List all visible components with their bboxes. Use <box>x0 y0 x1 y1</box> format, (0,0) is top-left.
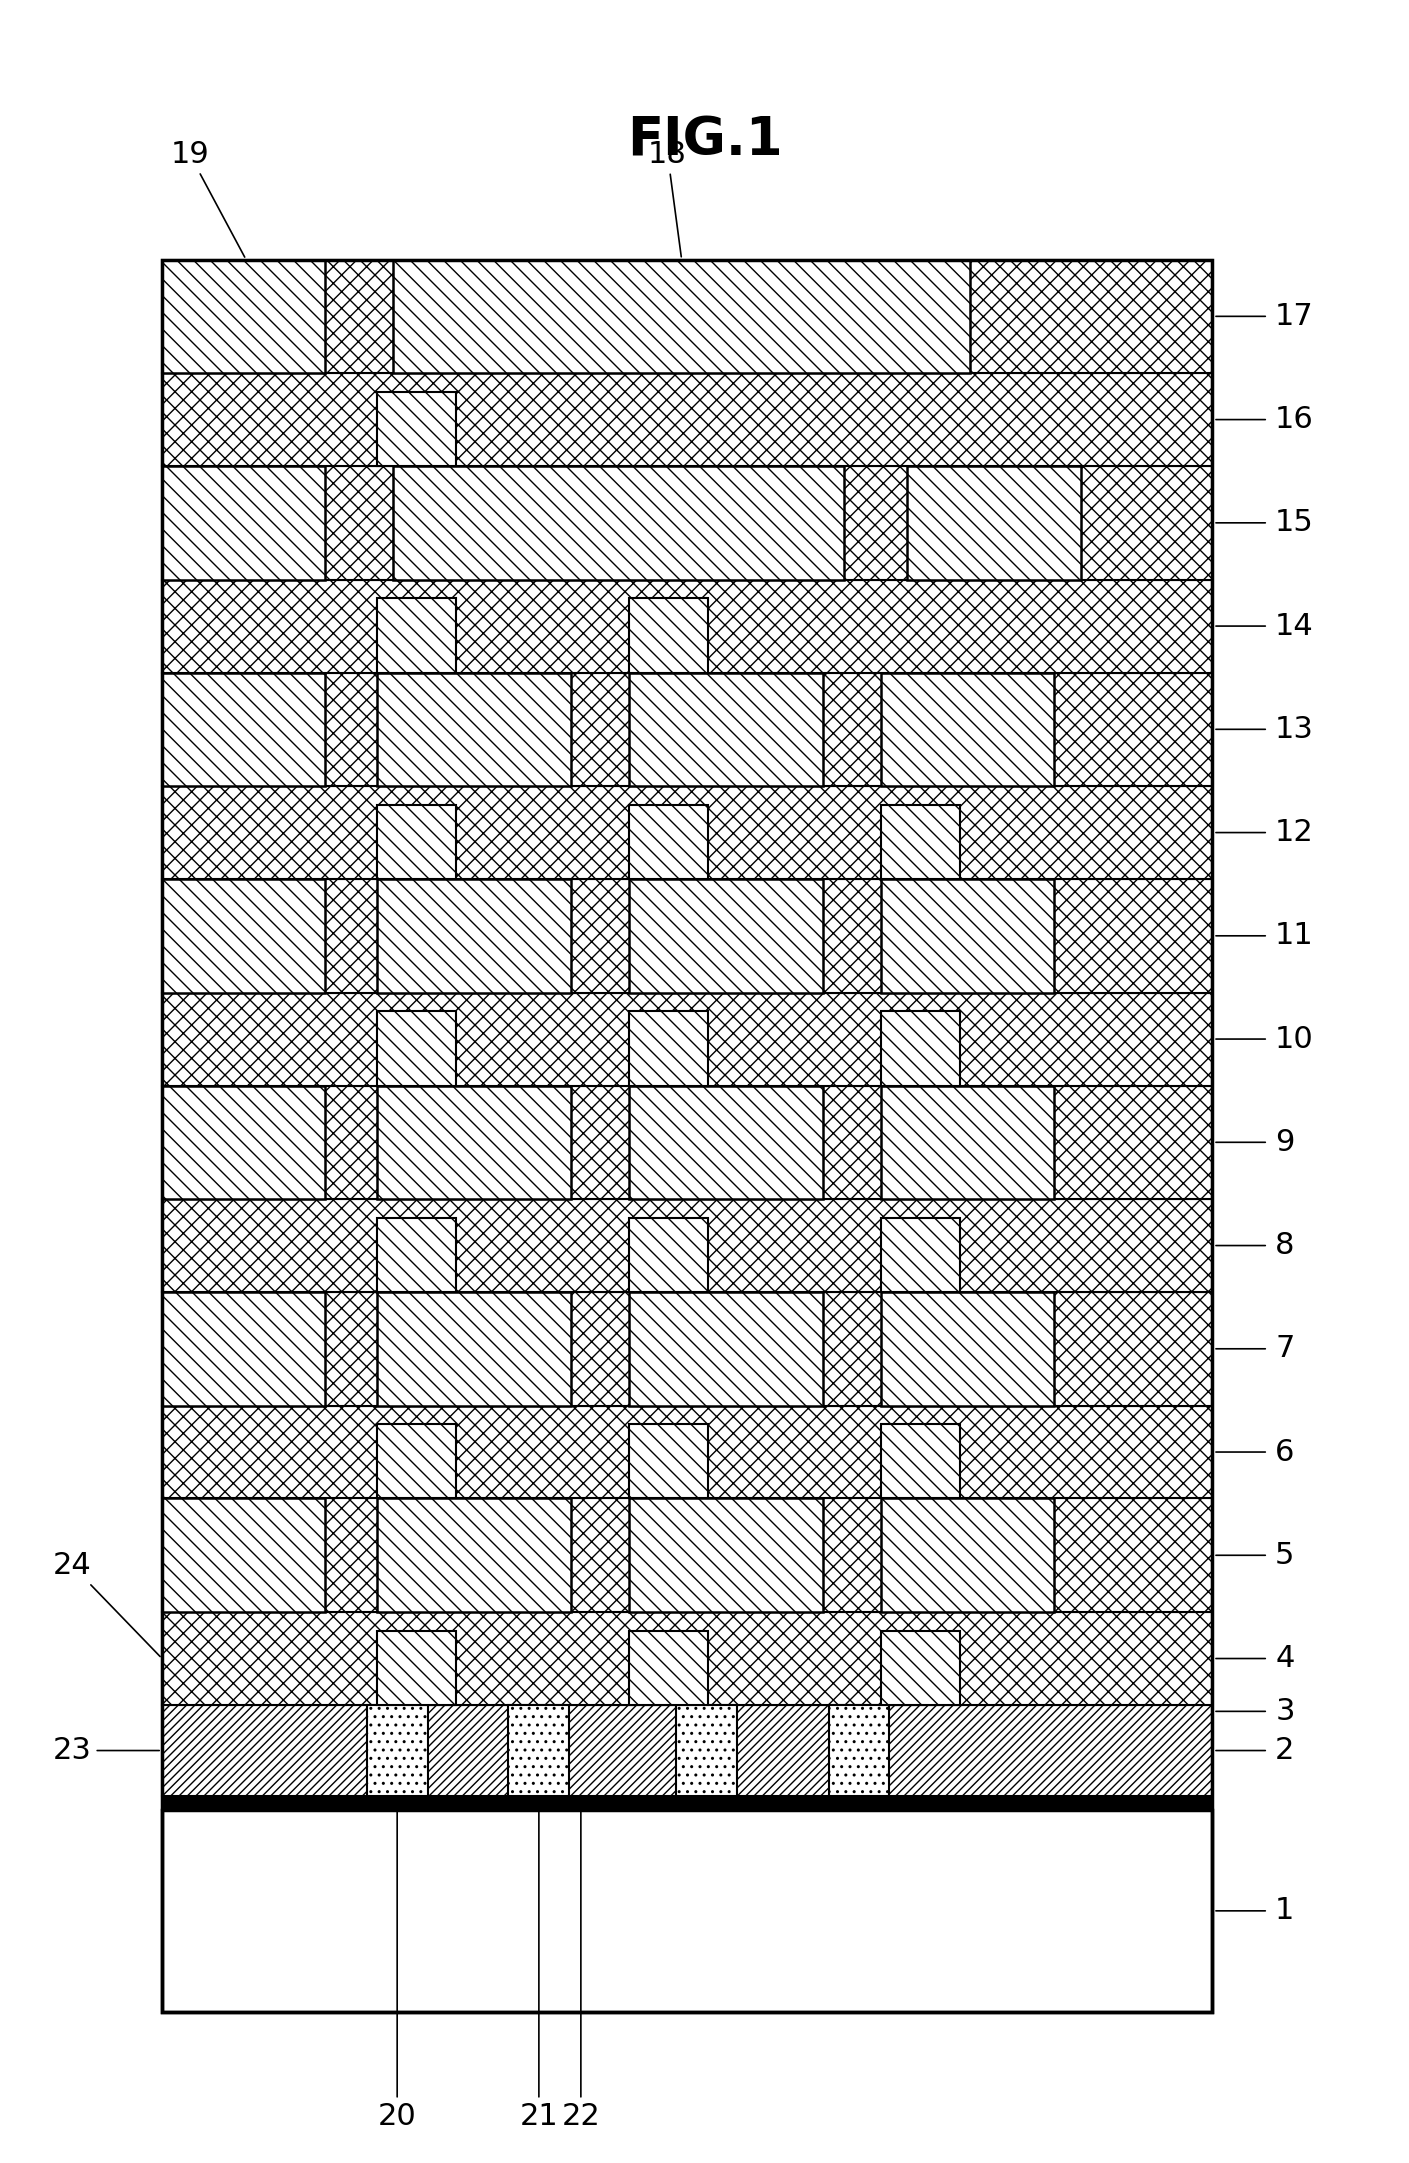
Text: 1: 1 <box>1275 1897 1295 1925</box>
Bar <box>162 1810 1212 2012</box>
Bar <box>378 1499 572 1611</box>
Text: 10: 10 <box>1275 1025 1315 1053</box>
Bar <box>378 1291 572 1406</box>
Bar <box>162 1499 1212 1611</box>
Bar <box>378 392 457 465</box>
Text: 16: 16 <box>1275 404 1315 435</box>
Text: 17: 17 <box>1275 303 1315 331</box>
Bar <box>509 1704 569 1795</box>
Text: 9: 9 <box>1275 1127 1295 1157</box>
Bar <box>162 1086 1212 1198</box>
Bar <box>162 878 1212 993</box>
Bar <box>162 993 1212 1086</box>
Bar <box>630 1218 707 1291</box>
Bar <box>162 785 1212 878</box>
Bar <box>881 1499 1054 1611</box>
Text: 7: 7 <box>1275 1335 1295 1363</box>
Bar <box>630 805 707 878</box>
Text: 2: 2 <box>1275 1737 1295 1765</box>
Text: 20: 20 <box>378 1800 417 2131</box>
Text: 5: 5 <box>1275 1540 1295 1570</box>
Bar <box>378 1010 457 1086</box>
Text: 18: 18 <box>648 141 688 257</box>
Bar <box>162 1795 1212 1810</box>
Text: 8: 8 <box>1275 1231 1295 1261</box>
Bar <box>630 1086 823 1198</box>
Text: 13: 13 <box>1275 714 1315 744</box>
Bar <box>378 805 457 878</box>
Bar <box>162 673 1212 785</box>
Text: 19: 19 <box>170 141 245 257</box>
Text: 4: 4 <box>1275 1644 1295 1672</box>
Text: 3: 3 <box>1275 1696 1295 1726</box>
Bar <box>881 673 1054 785</box>
Bar <box>630 1291 823 1406</box>
Bar <box>881 878 1054 993</box>
Text: 23: 23 <box>52 1737 159 1765</box>
Bar <box>378 1218 457 1291</box>
Bar <box>393 260 971 374</box>
Bar <box>630 599 707 673</box>
Text: 6: 6 <box>1275 1438 1295 1467</box>
Bar <box>630 1423 707 1499</box>
Bar <box>630 1010 707 1086</box>
Text: 11: 11 <box>1275 921 1315 950</box>
Bar <box>881 805 960 878</box>
Bar <box>162 465 324 580</box>
Bar <box>881 1218 960 1291</box>
Bar <box>162 260 1212 374</box>
Bar <box>162 1406 1212 1499</box>
Bar <box>828 1704 889 1795</box>
Text: 14: 14 <box>1275 612 1315 640</box>
Bar <box>881 1086 1054 1198</box>
Text: 21: 21 <box>520 1800 558 2131</box>
Text: 12: 12 <box>1275 818 1315 848</box>
Bar <box>162 1704 1212 1795</box>
Bar <box>630 878 823 993</box>
Bar <box>881 1291 1054 1406</box>
Text: 15: 15 <box>1275 508 1315 536</box>
Bar <box>378 599 457 673</box>
Bar <box>378 1631 457 1704</box>
Text: 24: 24 <box>52 1551 161 1657</box>
Bar <box>630 1499 823 1611</box>
Bar <box>162 1086 324 1198</box>
Bar <box>881 1423 960 1499</box>
Text: 22: 22 <box>562 1800 600 2131</box>
Bar <box>162 260 324 374</box>
Bar <box>162 1611 1212 1704</box>
Bar <box>162 1198 1212 1291</box>
Bar <box>378 1086 572 1198</box>
Bar <box>162 1291 1212 1406</box>
Bar <box>378 878 572 993</box>
Bar <box>162 1499 324 1611</box>
Bar <box>162 673 324 785</box>
Bar <box>676 1704 737 1795</box>
Bar <box>630 1631 707 1704</box>
Bar <box>378 1423 457 1499</box>
Bar <box>162 878 324 993</box>
Bar <box>162 465 1212 580</box>
Text: FIG.1: FIG.1 <box>627 115 782 167</box>
Bar <box>162 374 1212 465</box>
Bar <box>881 1010 960 1086</box>
Bar <box>378 673 572 785</box>
Bar <box>630 673 823 785</box>
Bar <box>162 260 1212 2012</box>
Bar <box>366 1704 427 1795</box>
Bar <box>881 1631 960 1704</box>
Bar <box>393 465 844 580</box>
Bar <box>162 1291 324 1406</box>
Bar <box>907 465 1081 580</box>
Bar <box>162 580 1212 673</box>
